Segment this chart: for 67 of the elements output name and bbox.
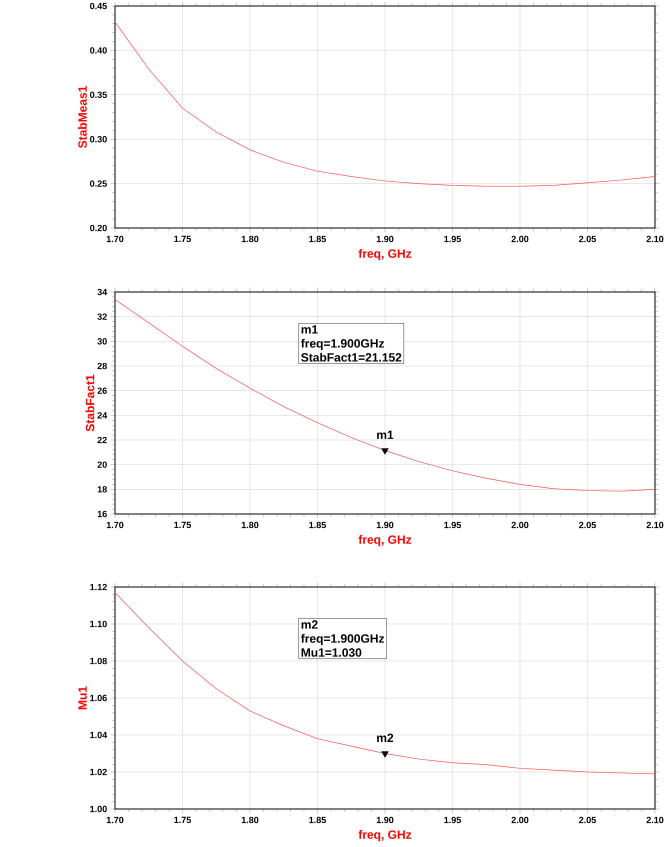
x-axis-title: freq, GHz	[358, 830, 412, 842]
x-tick-label: 1.90	[376, 236, 394, 242]
x-tick-label: 2.00	[512, 522, 528, 528]
x-tick-label: 1.70	[106, 236, 124, 242]
annotation: m1	[302, 325, 318, 334]
y-tick-label: 0.35	[90, 92, 107, 98]
line-series	[114, 592, 655, 774]
x-tick-label: 1.90	[376, 522, 394, 528]
y-tick-label: 34	[97, 288, 108, 296]
y-tick-label: 16	[98, 510, 107, 518]
x-tick-label: 1.80	[242, 522, 258, 528]
x-tick-label: 1.95	[444, 236, 461, 242]
x-tick-label: 1.75	[174, 816, 191, 824]
x-tick-label: 1.80	[242, 816, 258, 824]
y-tick-label: 28	[98, 362, 107, 370]
y-tick-label: 32	[97, 313, 107, 320]
x-tick-label: 1.85	[309, 816, 326, 824]
x-tick-label: 2.10	[646, 816, 664, 824]
y-tick-label: 1.00	[90, 806, 107, 812]
y-tick-label: 0.20	[90, 224, 107, 232]
x-tick-label: 1.70	[106, 522, 124, 528]
x-tick-label: 2.00	[512, 816, 528, 824]
x-tick-label: 1.95	[444, 816, 461, 824]
x-tick-label: 1.90	[376, 816, 394, 824]
annotation: m2	[377, 734, 394, 742]
y-tick-label: 24	[98, 412, 108, 418]
y-tick-label: 26	[98, 387, 107, 394]
y-tick-label: 30	[97, 338, 107, 345]
annotation: StabFact1=21.152	[301, 352, 402, 362]
x-axis-title: freq, GHz	[358, 249, 412, 260]
x-tick-label: 2.10	[646, 522, 664, 528]
x-tick-label: 1.70	[106, 816, 124, 824]
x-tick-label: 2.05	[579, 522, 596, 528]
y-tick-label: 1.12	[90, 584, 107, 590]
y-tick-label: 0.45	[90, 2, 107, 10]
annotation: m2	[302, 620, 318, 629]
x-tick-label: 1.85	[309, 236, 326, 242]
x-tick-label: 2.05	[579, 816, 596, 824]
y-tick-label: 1.08	[90, 658, 107, 664]
x-axis-title: freq, GHz	[358, 535, 412, 546]
x-tick-label: 1.80	[242, 236, 258, 242]
line-series	[114, 22, 655, 187]
y-tick-label: 0.30	[90, 136, 107, 142]
y-tick-label: 18	[98, 486, 107, 493]
x-tick-label: 1.85	[309, 522, 326, 528]
annotation: Mu1=1.030	[302, 648, 362, 657]
y-tick-label: 1.02	[90, 768, 107, 776]
x-tick-label: 1.95	[444, 522, 461, 528]
annotation: freq=1.900GHz	[300, 338, 384, 350]
x-tick-label: 1.75	[174, 522, 191, 528]
y-tick-label: 1.04	[90, 732, 108, 738]
y-axis-title: Mu1	[78, 686, 87, 710]
y-tick-label: 1.10	[90, 620, 107, 628]
annotation: freq=1.900GHz	[300, 634, 384, 646]
y-tick-label: 20	[98, 461, 107, 468]
x-tick-label: 1.75	[174, 236, 191, 242]
y-axis-title: StabMeas1	[78, 86, 87, 148]
annotation: m1	[377, 430, 394, 439]
y-axis-title: StabFact1	[86, 374, 94, 432]
x-tick-label: 2.05	[579, 236, 596, 242]
y-tick-label: 1.06	[90, 694, 107, 702]
x-tick-label: 2.00	[512, 236, 528, 242]
line-series	[114, 299, 655, 492]
x-tick-label: 2.10	[646, 236, 664, 242]
y-tick-label: 0.25	[90, 180, 107, 187]
y-tick-label: 0.40	[90, 47, 107, 54]
y-tick-label: 22	[98, 436, 107, 444]
